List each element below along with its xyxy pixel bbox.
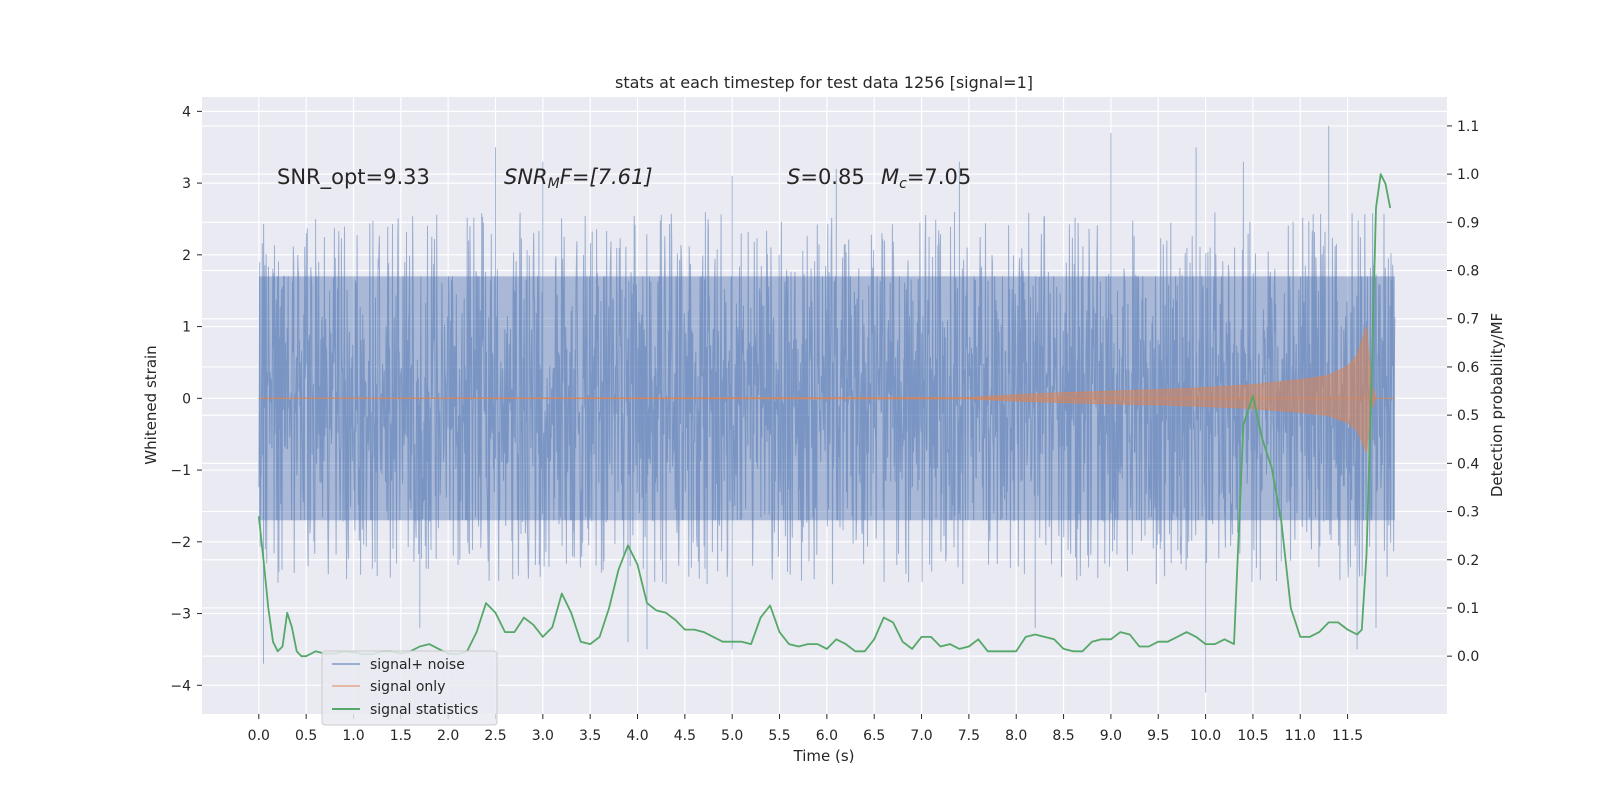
annotation-s: S=0.85 <box>787 165 865 189</box>
y2-tick-label: 0.6 <box>1457 360 1479 376</box>
annotation-s-var: S <box>787 165 800 189</box>
y2-axis-label: Detection probability/MF <box>1488 313 1506 497</box>
y-tick-label: −2 <box>170 535 191 551</box>
x-tick-label: 10.0 <box>1190 728 1221 744</box>
x-tick-label: 9.5 <box>1147 728 1169 744</box>
signal-noise-line <box>258 125 1396 693</box>
annotation-snr-mf-sub: M <box>548 176 560 192</box>
x-tick-label: 8.5 <box>1052 728 1074 744</box>
y-tick-label: −3 <box>170 607 191 623</box>
x-tick-label: 6.5 <box>863 728 885 744</box>
x-tick-label: 8.0 <box>1005 728 1027 744</box>
y-axis-right: 1.1 1.0 0.9 0.8 0.7 0.6 0.5 0.4 0.3 0.2 0.1 0.0 <box>1447 119 1479 665</box>
x-tick-label: 6.0 <box>816 728 838 744</box>
x-axis: 0.0 0.5 1.0 1.5 2.0 2.5 3.0 3.5 4.0 4.5 5.0 5.5 6.0 6… <box>248 714 1363 744</box>
legend-label-signal-noise: signal+ noise <box>370 657 465 673</box>
legend-box <box>321 650 498 726</box>
annotation-s-value: =0.85 <box>800 165 864 189</box>
x-tick-label: 1.5 <box>390 728 412 744</box>
y2-tick-label: 0.3 <box>1457 505 1479 521</box>
x-tick-label: 7.5 <box>958 728 980 744</box>
y2-tick-label: 0.2 <box>1457 553 1479 569</box>
x-tick-label: 5.5 <box>768 728 790 744</box>
y2-tick-label: 0.7 <box>1457 312 1479 328</box>
y2-tick-label: 0.0 <box>1457 649 1479 665</box>
y2-tick-label: 1.0 <box>1457 167 1479 183</box>
x-tick-label: 1.0 <box>342 728 364 744</box>
annotation-mc-value: =7.05 <box>907 165 971 189</box>
annotation-snr-mf-rest: F=[7.61] <box>560 165 653 189</box>
x-tick-label: 4.5 <box>674 728 696 744</box>
y-tick-label: 0 <box>182 391 191 407</box>
annotation-mc: Mc=7.05 <box>881 165 971 192</box>
annotation-snr-opt: SNR_opt=9.33 <box>277 165 430 190</box>
y2-tick-label: 0.8 <box>1457 264 1479 280</box>
y-tick-label: 4 <box>182 104 191 120</box>
y2-tick-label: 1.1 <box>1457 119 1479 135</box>
legend-label-signal-only: signal only <box>370 679 445 695</box>
chart-title: stats at each timestep for test data 125… <box>615 73 1033 92</box>
y2-tick-label: 0.5 <box>1457 408 1479 424</box>
x-tick-label: 5.0 <box>721 728 743 744</box>
annotation-mc-sub: c <box>899 176 907 192</box>
y-tick-label: −4 <box>170 678 191 694</box>
y-tick-label: 3 <box>182 176 191 192</box>
x-tick-label: 0.0 <box>248 728 270 744</box>
y-tick-label: −1 <box>170 463 191 479</box>
x-tick-label: 2.0 <box>437 728 459 744</box>
x-tick-label: 3.0 <box>532 728 554 744</box>
x-tick-label: 11.5 <box>1332 728 1363 744</box>
annotation-mc-var: M <box>881 165 899 189</box>
x-tick-label: 10.5 <box>1237 728 1268 744</box>
annotation-snr-mf: SNRMF=[7.61] <box>504 165 653 192</box>
x-tick-label: 4.0 <box>626 728 648 744</box>
y2-tick-label: 0.9 <box>1457 215 1479 231</box>
legend-label-signal-statistics: signal statistics <box>370 702 478 718</box>
plot-layers <box>257 125 1396 693</box>
signal-statistics-line <box>257 173 1392 658</box>
x-tick-label: 0.5 <box>295 728 317 744</box>
y-tick-label: 1 <box>182 320 191 336</box>
legend: signal+ noise signal only signal statist… <box>321 650 498 726</box>
y-tick-label: 2 <box>182 248 191 264</box>
x-tick-label: 9.0 <box>1100 728 1122 744</box>
y-axis-left: 4 3 2 1 0 −1 −2 −3 −4 <box>170 104 202 694</box>
x-tick-label: 11.0 <box>1285 728 1316 744</box>
x-tick-label: 3.5 <box>579 728 601 744</box>
y2-tick-label: 0.4 <box>1457 456 1479 472</box>
x-tick-label: 7.0 <box>910 728 932 744</box>
annotation-snr-mf-main: SNR <box>504 165 548 189</box>
x-tick-label: 2.5 <box>484 728 506 744</box>
y2-tick-label: 0.1 <box>1457 601 1479 617</box>
y-axis-label: Whitened strain <box>142 345 160 464</box>
x-axis-label: Time (s) <box>793 747 855 765</box>
